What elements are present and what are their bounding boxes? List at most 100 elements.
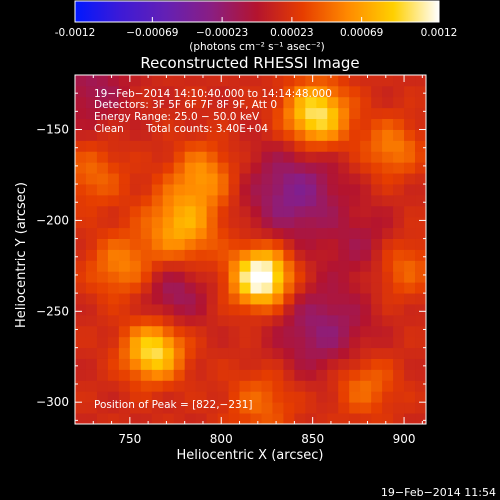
heatmap-cell — [393, 402, 405, 414]
heatmap-cell — [382, 118, 394, 130]
heatmap-cell — [206, 336, 218, 349]
heatmap-cell — [415, 358, 426, 370]
heatmap-cell — [382, 282, 394, 294]
heatmap-cell — [371, 162, 383, 174]
heatmap-cell — [85, 151, 98, 163]
heatmap-cell — [382, 358, 394, 370]
heatmap-cell — [75, 75, 87, 87]
heatmap-cell — [327, 129, 339, 141]
heatmap-cell — [415, 304, 426, 316]
heatmap-cell — [415, 413, 426, 424]
heatmap-cell — [305, 369, 317, 381]
heatmap-cell — [107, 151, 120, 163]
heatmap-cell — [305, 238, 317, 250]
heatmap-cell — [239, 336, 251, 349]
heatmap-cell — [217, 369, 229, 381]
heatmap-cell — [250, 107, 262, 120]
colorbar: -0.0012 −0.00069 −0.00023 0.00023 0.00069 0.0… — [55, 0, 457, 53]
heatmap-cell — [272, 162, 284, 174]
heatmap-cell — [206, 184, 218, 196]
heatmap-cell — [316, 118, 328, 130]
heatmap-cell — [195, 151, 208, 163]
heatmap-cell — [239, 402, 251, 414]
heatmap-cell — [327, 271, 339, 283]
heatmap-cell — [360, 358, 372, 370]
heatmap-cell — [393, 129, 405, 141]
x-axis: 750 800 850 900 — [74, 75, 423, 446]
heatmap-cell — [316, 413, 328, 424]
heatmap-cell — [382, 173, 394, 185]
heatmap-cell — [327, 402, 339, 414]
heatmap-cell — [250, 271, 262, 283]
heatmap-cell — [283, 118, 295, 130]
heatmap-cell — [272, 140, 284, 152]
heatmap-cell — [195, 358, 208, 370]
heatmap-cell — [75, 216, 87, 229]
heatmap-cell — [85, 205, 98, 218]
heatmap-cell — [327, 391, 339, 403]
heatmap-cell — [140, 238, 153, 250]
heatmap-cell — [85, 118, 98, 130]
heatmap-cell — [118, 118, 131, 130]
heatmap-cell — [283, 358, 295, 370]
heatmap-cell — [118, 282, 131, 294]
heatmap-cell — [217, 162, 229, 174]
heatmap-cell — [349, 391, 361, 403]
heatmap-cell — [404, 173, 416, 185]
heatmap-cell — [96, 369, 109, 381]
heatmap-cell — [85, 249, 98, 261]
heatmap-cell — [294, 162, 306, 174]
heatmap-cell — [415, 162, 426, 174]
heatmap-cell — [338, 325, 350, 338]
heatmap-cell — [382, 227, 394, 239]
heatmap-cell — [162, 249, 175, 261]
heatmap-cell — [382, 162, 394, 174]
heatmap-cell — [217, 140, 229, 152]
heatmap-cell — [261, 85, 273, 98]
heatmap-cell — [360, 75, 372, 87]
detectors-annotation: Detectors: 3F 5F 6F 7F 8F 9F, Att 0 — [94, 99, 277, 111]
heatmap-cell — [272, 369, 284, 381]
heatmap-cell — [316, 347, 328, 359]
heatmap-cell — [217, 293, 229, 305]
heatmap-cell — [173, 194, 186, 207]
heatmap-cell — [261, 129, 273, 141]
heatmap-cell — [261, 151, 273, 163]
heatmap-cell — [75, 314, 87, 327]
heatmap-cell — [283, 75, 295, 87]
info-annotations: 19−Feb−2014 14:10:40.000 to 14:14:48.000… — [94, 88, 332, 411]
heatmap-cell — [151, 118, 164, 130]
heatmap-cell — [338, 129, 350, 141]
heatmap-cell — [162, 75, 175, 87]
heatmap-cell — [75, 271, 87, 283]
heatmap-cell — [250, 194, 262, 207]
heatmap-cell — [217, 129, 229, 141]
heatmap-cell — [327, 238, 339, 250]
heatmap-cell — [107, 238, 120, 250]
heatmap-cell — [228, 162, 240, 174]
heatmap-cell — [360, 85, 372, 98]
heatmap-cell — [294, 293, 306, 305]
heatmap-cell — [349, 347, 361, 359]
heatmap-cell — [184, 85, 197, 98]
heatmap-cell — [228, 358, 240, 370]
heatmap-cell — [393, 336, 405, 349]
heatmap-cell — [272, 304, 284, 316]
heatmap-cell — [393, 75, 405, 87]
heatmap-cell — [272, 249, 284, 261]
heatmap-cell — [272, 293, 284, 305]
heatmap-cell — [338, 96, 350, 109]
heatmap-cell — [85, 260, 98, 272]
heatmap-cell — [206, 238, 218, 250]
heatmap-cell — [118, 391, 131, 403]
heatmap-cell — [96, 347, 109, 359]
heatmap-cell — [129, 402, 142, 414]
heatmap-cell — [415, 118, 426, 130]
heatmap-cell — [140, 347, 153, 359]
heatmap-cell — [162, 162, 175, 174]
heatmap-cell — [140, 391, 153, 403]
heatmap-cell — [393, 173, 405, 185]
heatmap-cell — [129, 369, 142, 381]
y-tick-label: −150 — [36, 123, 69, 137]
heatmap-cell — [261, 140, 273, 152]
